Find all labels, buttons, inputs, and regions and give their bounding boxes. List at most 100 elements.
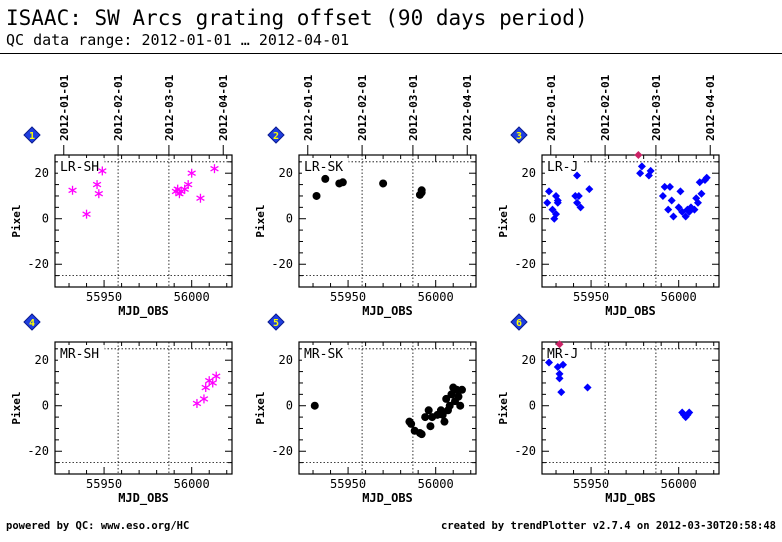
asterisk-stroke — [98, 168, 107, 174]
x-tick-label: 56000 — [418, 290, 454, 304]
data-point — [201, 383, 210, 393]
asterisk-stroke — [208, 380, 217, 386]
data-point — [92, 180, 102, 190]
data-point — [321, 174, 330, 183]
y-tick-label: -20 — [514, 444, 536, 458]
data-point — [379, 179, 388, 188]
date-tick-label: 2012-02-01 — [112, 74, 125, 141]
panel-number: 3 — [516, 131, 522, 142]
x-tick-label: 55950 — [330, 477, 366, 491]
data-point — [636, 169, 645, 178]
panel-number-badge — [23, 126, 41, 144]
panel-1: 55950 56000 -20 0 20 MJD_OBS Pixel 2012-01-01 20… — [10, 74, 233, 319]
x-tick-label: 55950 — [86, 290, 122, 304]
data-point — [98, 166, 107, 176]
data-point — [447, 390, 456, 399]
y-tick-label: -20 — [271, 444, 293, 458]
asterisk-stroke — [192, 400, 202, 407]
panel-label: MR-SH — [60, 347, 99, 362]
data-point — [440, 417, 449, 426]
y-axis-label: Pixel — [254, 391, 267, 424]
data-point — [669, 212, 678, 221]
y-tick-label: 0 — [529, 212, 536, 226]
data-point — [637, 162, 646, 171]
data-point — [183, 180, 193, 190]
data-point — [665, 182, 674, 191]
y-tick-label: 0 — [42, 212, 49, 226]
asterisk-stroke — [199, 396, 209, 402]
x-axis-label: MJD_OBS — [605, 491, 656, 506]
data-point — [690, 205, 699, 214]
title-rule — [0, 53, 782, 54]
data-point — [693, 198, 702, 207]
footer-credit-right: created by trendPlotter v2.7.4 on 2012-0… — [440, 520, 776, 532]
panel-number-badge — [510, 313, 528, 331]
y-axis-label: Pixel — [497, 204, 510, 237]
x-tick-label: 56000 — [418, 477, 454, 491]
asterisk-stroke — [183, 181, 193, 188]
x-axis-label: MJD_OBS — [362, 491, 413, 506]
panel-number: 4 — [29, 318, 35, 329]
y-tick-label: -20 — [271, 257, 293, 271]
panel-label-bg — [545, 345, 583, 361]
y-axis-label: Pixel — [497, 391, 510, 424]
data-point — [548, 205, 557, 214]
data-point — [210, 164, 219, 174]
asterisk-stroke — [210, 165, 219, 172]
data-point — [576, 203, 585, 212]
panel-number: 2 — [273, 131, 279, 142]
asterisk-stroke — [196, 195, 205, 202]
y-tick-label: 20 — [522, 353, 536, 367]
y-tick-label: 20 — [279, 166, 293, 180]
x-tick-label: 56000 — [661, 290, 697, 304]
data-point — [702, 173, 711, 182]
data-point — [208, 378, 217, 388]
data-point — [456, 401, 465, 410]
panel-2: 55950 56000 -20 0 20 MJD_OBS Pixel 2012-01-01 20… — [254, 74, 477, 319]
panel-number: 1 — [29, 131, 35, 142]
data-point — [312, 191, 321, 200]
panel-5: 55950 56000 -20 0 20 MJD_OBS Pixel 5 MR-SK — [254, 313, 477, 506]
x-axis-label: MJD_OBS — [362, 304, 413, 319]
data-point — [442, 394, 451, 403]
x-tick-label: 56000 — [174, 290, 210, 304]
data-point — [454, 392, 463, 401]
x-tick-label: 55950 — [573, 477, 609, 491]
plot-frame — [54, 341, 233, 475]
asterisk-stroke — [180, 186, 189, 192]
data-point — [552, 210, 561, 219]
date-tick-label: 2012-03-01 — [163, 74, 176, 141]
date-tick-label: 2012-01-01 — [302, 74, 315, 141]
data-point — [674, 203, 683, 212]
data-point — [196, 193, 205, 203]
plot-frame — [541, 341, 720, 475]
asterisk-stroke — [175, 190, 184, 197]
data-point — [658, 191, 667, 200]
y-tick-label: 20 — [279, 353, 293, 367]
data-point — [543, 198, 552, 207]
panel-label-bg — [545, 158, 583, 174]
y-tick-label: 20 — [35, 166, 49, 180]
data-point — [559, 360, 568, 369]
data-point — [407, 419, 416, 428]
panel-6: 55950 56000 -20 0 20 MJD_OBS Pixel 6 MR-J — [497, 313, 720, 506]
data-point — [445, 401, 454, 410]
data-point — [417, 188, 426, 197]
asterisk-stroke — [211, 373, 221, 379]
panel-label-bg — [302, 158, 349, 174]
x-tick-label: 56000 — [661, 477, 697, 491]
date-tick-label: 2012-04-01 — [217, 74, 230, 141]
x-axis-label: MJD_OBS — [118, 304, 169, 319]
data-point — [664, 205, 673, 214]
panel-number-badge — [23, 313, 41, 331]
asterisk-stroke — [201, 384, 210, 391]
panel-number: 6 — [516, 318, 522, 329]
data-point — [211, 371, 221, 381]
data-point — [681, 212, 690, 221]
data-point — [545, 187, 554, 196]
data-point — [573, 171, 582, 180]
plot-frame — [541, 154, 720, 288]
data-point — [310, 401, 319, 410]
plot-frame — [298, 154, 477, 288]
